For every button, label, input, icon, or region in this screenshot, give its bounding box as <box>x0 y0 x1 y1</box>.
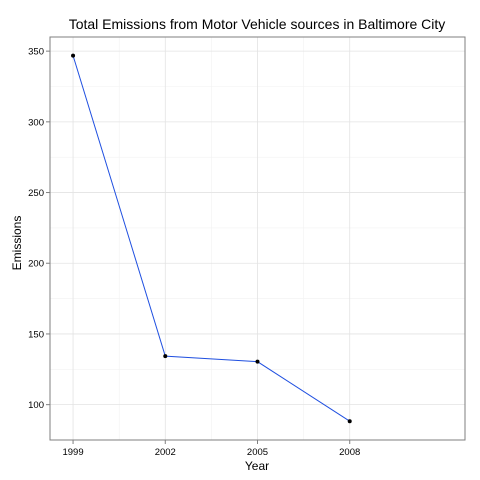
grid <box>50 37 465 440</box>
data-point <box>347 419 352 424</box>
x-tick-label: 2002 <box>155 447 176 458</box>
chart-title: Total Emissions from Motor Vehicle sourc… <box>69 16 446 32</box>
y-tick-label: 250 <box>28 188 44 199</box>
y-tick-label: 100 <box>28 400 44 411</box>
x-tick-label: 2005 <box>247 447 268 458</box>
series-line <box>72 55 350 422</box>
plot-area <box>49 36 466 441</box>
data-point <box>71 53 76 58</box>
y-axis: 100 150 200 250 300 350 <box>28 47 50 411</box>
x-axis-label: Year <box>245 459 269 473</box>
series-layer <box>71 53 352 424</box>
y-axis-label: Emissions <box>10 216 24 271</box>
y-tick-label: 300 <box>28 117 44 128</box>
x-axis: 1999 2002 2005 2008 <box>62 440 360 458</box>
data-point <box>163 354 168 359</box>
data-point <box>255 359 260 364</box>
x-tick-label: 1999 <box>62 447 83 458</box>
y-tick-label: 150 <box>28 329 44 340</box>
x-tick-label: 2008 <box>339 447 360 458</box>
y-tick-label: 350 <box>28 47 44 58</box>
y-tick-label: 200 <box>28 259 44 270</box>
